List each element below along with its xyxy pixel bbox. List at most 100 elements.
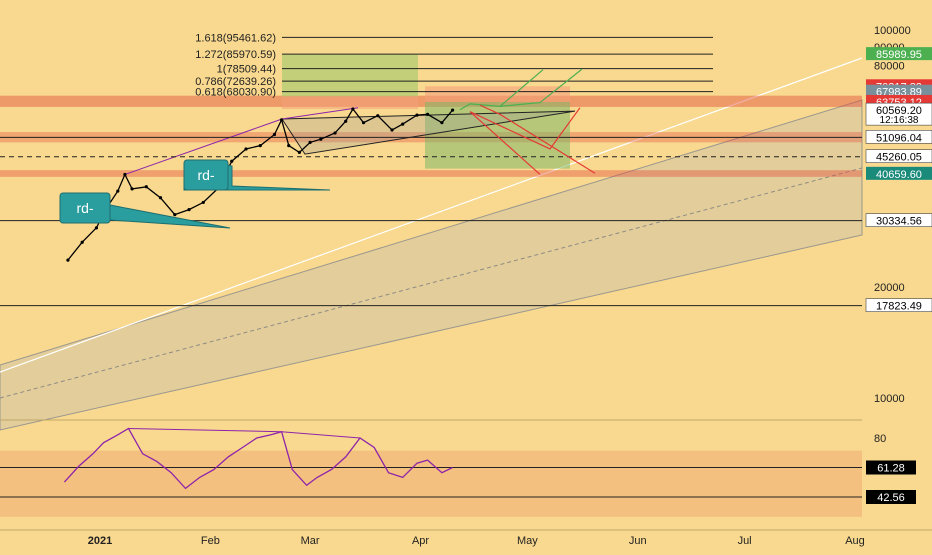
rsi-tag-label: 61.28 — [877, 463, 905, 475]
price-tag-label: 45260.05 — [876, 152, 922, 164]
target-box-green — [282, 54, 418, 97]
price-point — [94, 226, 99, 230]
price-tag — [865, 213, 932, 227]
price-tag-label: 60569.20 — [876, 105, 922, 117]
fib-level-label: 1.618(95461.62) — [195, 32, 276, 44]
zones-layer — [0, 54, 863, 431]
fib-level-label: 0.618(68030.90) — [195, 87, 276, 99]
time-axis-label: Jun — [629, 535, 647, 547]
price-tag-label: 85989.95 — [876, 49, 922, 61]
rsi-divergence-line — [128, 428, 282, 433]
price-point — [426, 112, 430, 116]
fib-level-label: 1.272(85970.59) — [195, 49, 276, 61]
price-series-layer — [66, 107, 455, 262]
price-point — [280, 118, 284, 122]
price-point — [80, 240, 84, 244]
price-point — [123, 172, 127, 177]
ascending-channel — [0, 99, 863, 431]
price-point — [116, 189, 120, 193]
rsi-axis-tick: 80 — [874, 433, 886, 445]
annotation-rd-upper[interactable]: rd- — [183, 159, 331, 191]
bullish-projection-arrow — [499, 68, 583, 107]
price-point — [287, 144, 291, 148]
rsi-line — [63, 427, 453, 490]
annotation-label: rd- — [76, 200, 93, 216]
price-point — [351, 107, 355, 111]
fib-level-label: 0.786(72639.26) — [195, 76, 276, 88]
stop-box — [425, 86, 570, 102]
projection-arrows-layer — [459, 68, 596, 175]
price-tag — [865, 298, 932, 312]
time-axis-label: May — [517, 535, 538, 547]
price-point — [230, 159, 234, 163]
price-point — [415, 113, 419, 117]
price-tag-label: 40659.60 — [876, 169, 922, 181]
price-point — [173, 213, 177, 217]
time-axis-label: Apr — [412, 535, 429, 547]
price-point — [187, 208, 191, 212]
price-point — [66, 258, 70, 262]
price-tag-label: 51096.04 — [876, 132, 922, 144]
rsi-tag — [866, 490, 916, 504]
price-point — [440, 121, 444, 125]
channel-mid-dash — [0, 167, 863, 399]
price-tags: 85989.9570317.8267983.8963753.1260569.20… — [865, 47, 932, 504]
time-axis-label: Aug — [845, 535, 865, 547]
rsi-tag-label: 42.56 — [877, 492, 905, 504]
price-point — [344, 119, 348, 123]
price-point — [244, 147, 248, 151]
price-tag — [866, 166, 932, 180]
rsi-band — [0, 450, 862, 517]
price-point — [258, 144, 262, 148]
fibonacci-layer: 0.618(68030.90)0.786(72639.26)1(78509.44… — [195, 32, 713, 99]
fib-level-label: 1(78509.44) — [217, 64, 276, 76]
annotation-rd-lower[interactable]: rd- — [59, 192, 231, 229]
price-tag — [866, 47, 932, 61]
channel-median-line — [0, 57, 863, 373]
bearish-projection-arrow — [469, 111, 541, 175]
price-tag — [865, 130, 932, 144]
price-point — [201, 200, 205, 205]
price-point — [130, 187, 134, 191]
countdown-label: 12:16:38 — [880, 115, 919, 126]
price-point — [333, 131, 337, 135]
price-point — [144, 185, 148, 189]
bearish-projection-arrow — [469, 107, 581, 150]
price-axis-tick: 10000 — [874, 393, 905, 405]
price-axis-tick: 20000 — [874, 282, 905, 294]
price-axis-tick: 100000 — [874, 25, 911, 37]
time-axis-label: Mar — [301, 535, 320, 547]
price-tag-label: 17823.49 — [876, 301, 922, 313]
annotation-label: rd- — [197, 167, 214, 183]
price-point — [361, 121, 366, 125]
price-tag — [866, 84, 932, 98]
support-zone-lower — [0, 170, 862, 177]
price-point — [308, 140, 312, 144]
price-point — [401, 122, 405, 126]
price-point — [297, 150, 302, 154]
time-axis-label: Feb — [201, 535, 220, 547]
rsi-tag — [866, 460, 916, 475]
rsi-panel — [0, 419, 862, 517]
price-point — [376, 114, 380, 118]
target-box-orange — [282, 96, 418, 109]
time-axis-label: 2021 — [88, 535, 112, 547]
price-point — [390, 128, 394, 132]
time-axis-label: Jul — [738, 535, 752, 547]
price-axis-tick: 80000 — [874, 61, 905, 73]
price-tag — [865, 102, 932, 126]
rsi-divergence-line — [281, 431, 361, 439]
price-point — [158, 196, 163, 200]
price-point — [272, 132, 277, 137]
bearish-projection-arrow — [479, 104, 596, 174]
time-axis[interactable]: 2021 Feb Mar Apr May Jun Jul Aug — [0, 529, 932, 547]
bullish-projection-arrow — [459, 69, 544, 111]
price-tag — [865, 149, 932, 163]
price-point — [450, 108, 455, 112]
price-point — [319, 137, 323, 141]
trendline — [281, 107, 359, 120]
trendline — [124, 118, 283, 175]
price-tag-label: 30334.56 — [876, 216, 922, 228]
